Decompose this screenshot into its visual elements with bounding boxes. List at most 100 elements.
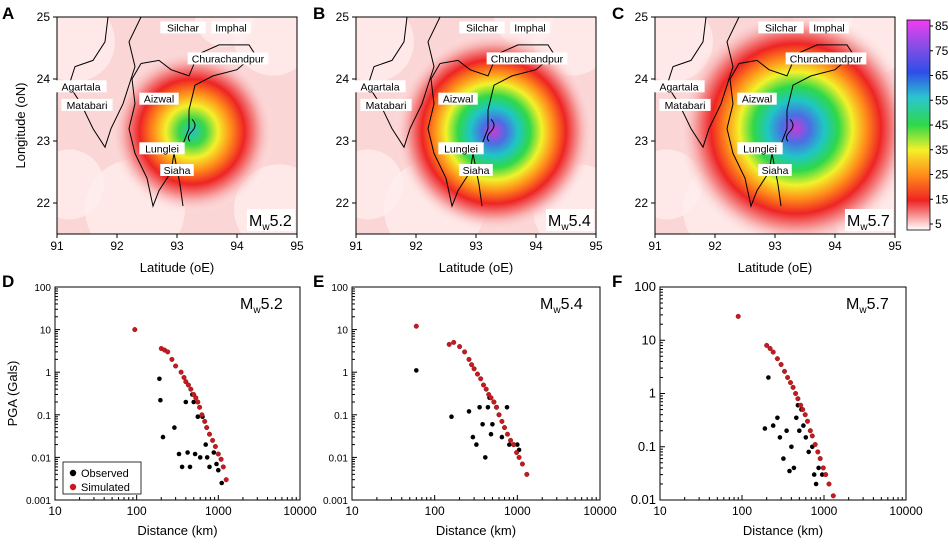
y-tick-label: 24	[336, 72, 350, 86]
simulated-point	[462, 349, 468, 355]
series-simulated	[735, 313, 836, 499]
y-tick-label: 22	[635, 196, 649, 210]
plot-frame	[659, 286, 907, 501]
simulated-point	[774, 356, 780, 362]
simulated-point	[218, 456, 224, 462]
simulated-point	[481, 382, 487, 388]
state-border	[771, 153, 782, 207]
observed-point	[791, 465, 797, 471]
x-tick-label: 10	[653, 504, 667, 518]
city-label: Silchar	[167, 22, 200, 34]
magnitude-label: Mw5.7	[847, 213, 890, 233]
observed-point	[211, 450, 217, 455]
observed-point	[480, 422, 485, 427]
y-tick-label: 0.01	[631, 492, 656, 507]
colorbar-tick-label: 45	[935, 118, 948, 132]
simulated-point	[173, 363, 179, 369]
city-label-bg	[809, 21, 849, 34]
legend-label: Simulated	[81, 482, 130, 494]
x-axis-label: Distance (km)	[743, 523, 823, 538]
x-tick-label: 91	[349, 239, 363, 253]
simulated-point	[817, 456, 823, 462]
y-tick-label: 10	[642, 332, 656, 347]
observed-point	[477, 405, 482, 410]
x-tick-label: 93	[768, 239, 782, 253]
simulated-point	[132, 327, 138, 333]
simulated-point	[457, 344, 463, 350]
y-tick-label: 100	[34, 283, 51, 294]
y-tick-label: 25	[336, 10, 350, 24]
panel-letter: D	[2, 272, 14, 291]
river-line	[486, 118, 495, 142]
observed-point	[219, 480, 224, 486]
observed-point	[195, 414, 201, 420]
city-label-bg	[160, 21, 206, 34]
legend-label: Observed	[81, 468, 129, 480]
simulated-point	[471, 366, 477, 372]
magnitude-label: Mw5.2	[249, 213, 292, 233]
city-label: Imphal	[514, 22, 546, 34]
simulated-point	[494, 404, 500, 410]
observed-point	[806, 449, 811, 455]
simulated-point	[802, 412, 808, 418]
simulated-point	[805, 418, 811, 424]
pga-field	[394, 31, 594, 232]
simulated-point	[770, 349, 776, 355]
simulated-point	[815, 449, 821, 455]
observed-point	[488, 431, 494, 437]
city-label-bg	[737, 92, 777, 105]
observed-point	[507, 442, 512, 447]
scatter-panel-d: 10 100 1000 10000 0.001 0.01 0.1 1 10 100 Distance…	[2, 272, 317, 538]
city-label-bg	[354, 80, 406, 93]
observed-point	[414, 368, 419, 373]
series-simulated	[413, 323, 530, 477]
simulated-point	[206, 431, 212, 437]
x-tick-label: 92	[409, 239, 423, 253]
simulated-point	[195, 399, 201, 405]
x-tick-label: 93	[469, 239, 483, 253]
colorbar-tick-label: 25	[935, 168, 948, 182]
panel-letter: E	[313, 272, 324, 291]
observed-point	[207, 464, 212, 470]
observed-point	[449, 414, 454, 420]
simulated-point	[782, 368, 788, 374]
y-tick-label: 22	[336, 196, 350, 210]
simulated-point	[735, 313, 741, 319]
simulated-point	[823, 472, 829, 478]
observed-point	[216, 467, 221, 473]
y-tick-label: 100	[331, 283, 348, 294]
city-label: Agartala	[360, 81, 399, 93]
simulated-point	[820, 465, 826, 471]
map-panels: Silchar Imphal Churachandpur Agartala Mataba…	[2, 4, 902, 275]
simulated-point	[466, 356, 472, 362]
simulated-point	[508, 437, 514, 443]
magnitude-box	[247, 209, 295, 231]
scatter-panel-e: 10 100 1000 10000 0.001 0.01 0.1 1 10 100 Distance…	[313, 272, 617, 538]
simulated-point	[795, 396, 801, 402]
x-axis-label: Latitude (oE)	[439, 260, 513, 275]
y-tick-label: 0.001	[323, 496, 348, 507]
state-border	[173, 153, 184, 207]
map-panel-b: Silchar Imphal Churachandpur Agartala Mataba…	[313, 4, 603, 275]
map-texture-0	[57, 17, 115, 82]
y-tick-label: 0.01	[329, 453, 349, 464]
y-tick-label: 10	[337, 326, 349, 337]
y-tick-label: 23	[37, 134, 51, 148]
city-label: Agartala	[61, 81, 100, 93]
simulated-point	[169, 356, 175, 362]
observed-point	[179, 464, 185, 470]
city-label: Agartala	[659, 81, 698, 93]
x-tick-label: 95	[290, 239, 304, 253]
observed-point	[191, 399, 196, 405]
observed-point	[197, 455, 203, 460]
simulated-point	[807, 428, 813, 434]
colorbar-tick-label: 55	[935, 93, 948, 107]
simulated-point	[793, 391, 799, 397]
plot-frame	[351, 286, 601, 501]
x-tick-label: 93	[170, 239, 184, 253]
observed-point	[185, 450, 190, 455]
city-label-bg	[438, 142, 484, 155]
y-tick-label: 24	[635, 72, 649, 86]
magnitude-box	[546, 209, 594, 231]
colorbar-tick-label: 75	[935, 44, 948, 58]
